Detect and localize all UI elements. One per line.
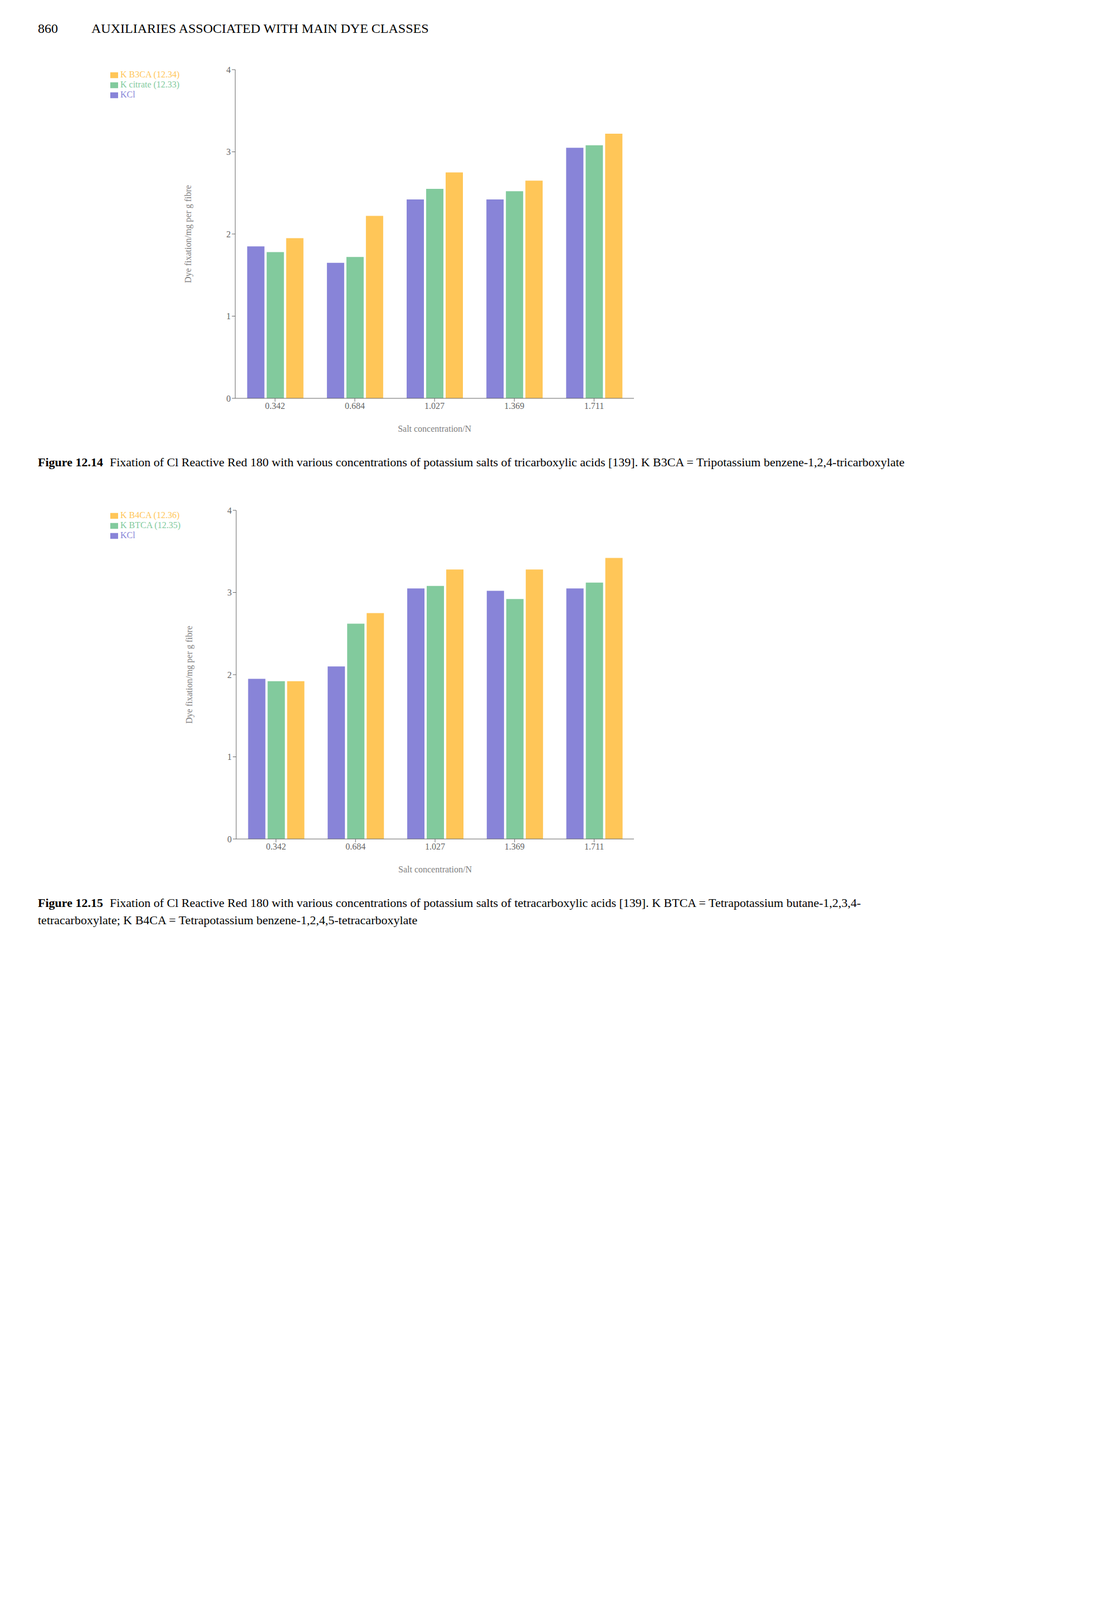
- html-text:KCl: KCl: [120, 530, 136, 540]
- svg-text:1.711: 1.711: [584, 841, 604, 852]
- svg-text:1.027: 1.027: [425, 841, 446, 852]
- svg-text:1.711: 1.711: [584, 401, 604, 411]
- html-text:860: 860: [37, 21, 58, 36]
- html-text:K citrate (12.33): K citrate (12.33): [120, 79, 180, 90]
- html-text:K B4CA (12.36): K B4CA (12.36): [120, 510, 180, 520]
- html-text:Fixation of Cl Reactive Red 18: Fixation of Cl Reactive Red 180 with var…: [37, 895, 861, 927]
- svg-text:1.369: 1.369: [504, 841, 525, 852]
- svg-text:Salt concentration/N: Salt concentration/N: [398, 864, 472, 875]
- html-text:K B3CA (12.34): K B3CA (12.34): [120, 69, 180, 80]
- svg-text:1.027: 1.027: [424, 401, 445, 411]
- svg-text:0.342: 0.342: [265, 401, 286, 411]
- html-text:K BTCA (12.35): K BTCA (12.35): [120, 520, 181, 530]
- html-text:Figure 12.14: Figure 12.14: [37, 455, 103, 470]
- svg-text:3: 3: [227, 587, 232, 598]
- svg-text:0.342: 0.342: [265, 841, 286, 852]
- svg-text:1: 1: [227, 752, 232, 762]
- svg-text:2: 2: [226, 229, 231, 239]
- svg-text:Dye fixation/mg per g fibre: Dye fixation/mg per g fibre: [183, 184, 194, 283]
- html-text:AUXILIARIES ASSOCIATED WITH MA: AUXILIARIES ASSOCIATED WITH MAIN DYE CLA…: [91, 21, 429, 36]
- svg-text:1.369: 1.369: [504, 401, 525, 411]
- svg-text:1: 1: [226, 311, 231, 321]
- svg-text:3: 3: [226, 147, 231, 157]
- svg-text:0: 0: [226, 393, 231, 404]
- html-text:Fixation of Cl Reactive Red 18: Fixation of Cl Reactive Red 180 with var…: [109, 455, 905, 470]
- svg-text:Dye fixation/mg per g fibre: Dye fixation/mg per g fibre: [184, 625, 195, 724]
- html-text:KCl: KCl: [120, 89, 136, 100]
- svg-text:4: 4: [227, 505, 232, 515]
- svg-text:Salt concentration/N: Salt concentration/N: [397, 423, 472, 434]
- svg-text:0.684: 0.684: [344, 401, 365, 411]
- svg-text:0: 0: [227, 833, 232, 844]
- html-text:Figure 12.15: Figure 12.15: [37, 895, 103, 910]
- svg-text:4: 4: [226, 65, 231, 75]
- svg-text:2: 2: [227, 669, 232, 680]
- svg-text:0.684: 0.684: [345, 841, 366, 852]
